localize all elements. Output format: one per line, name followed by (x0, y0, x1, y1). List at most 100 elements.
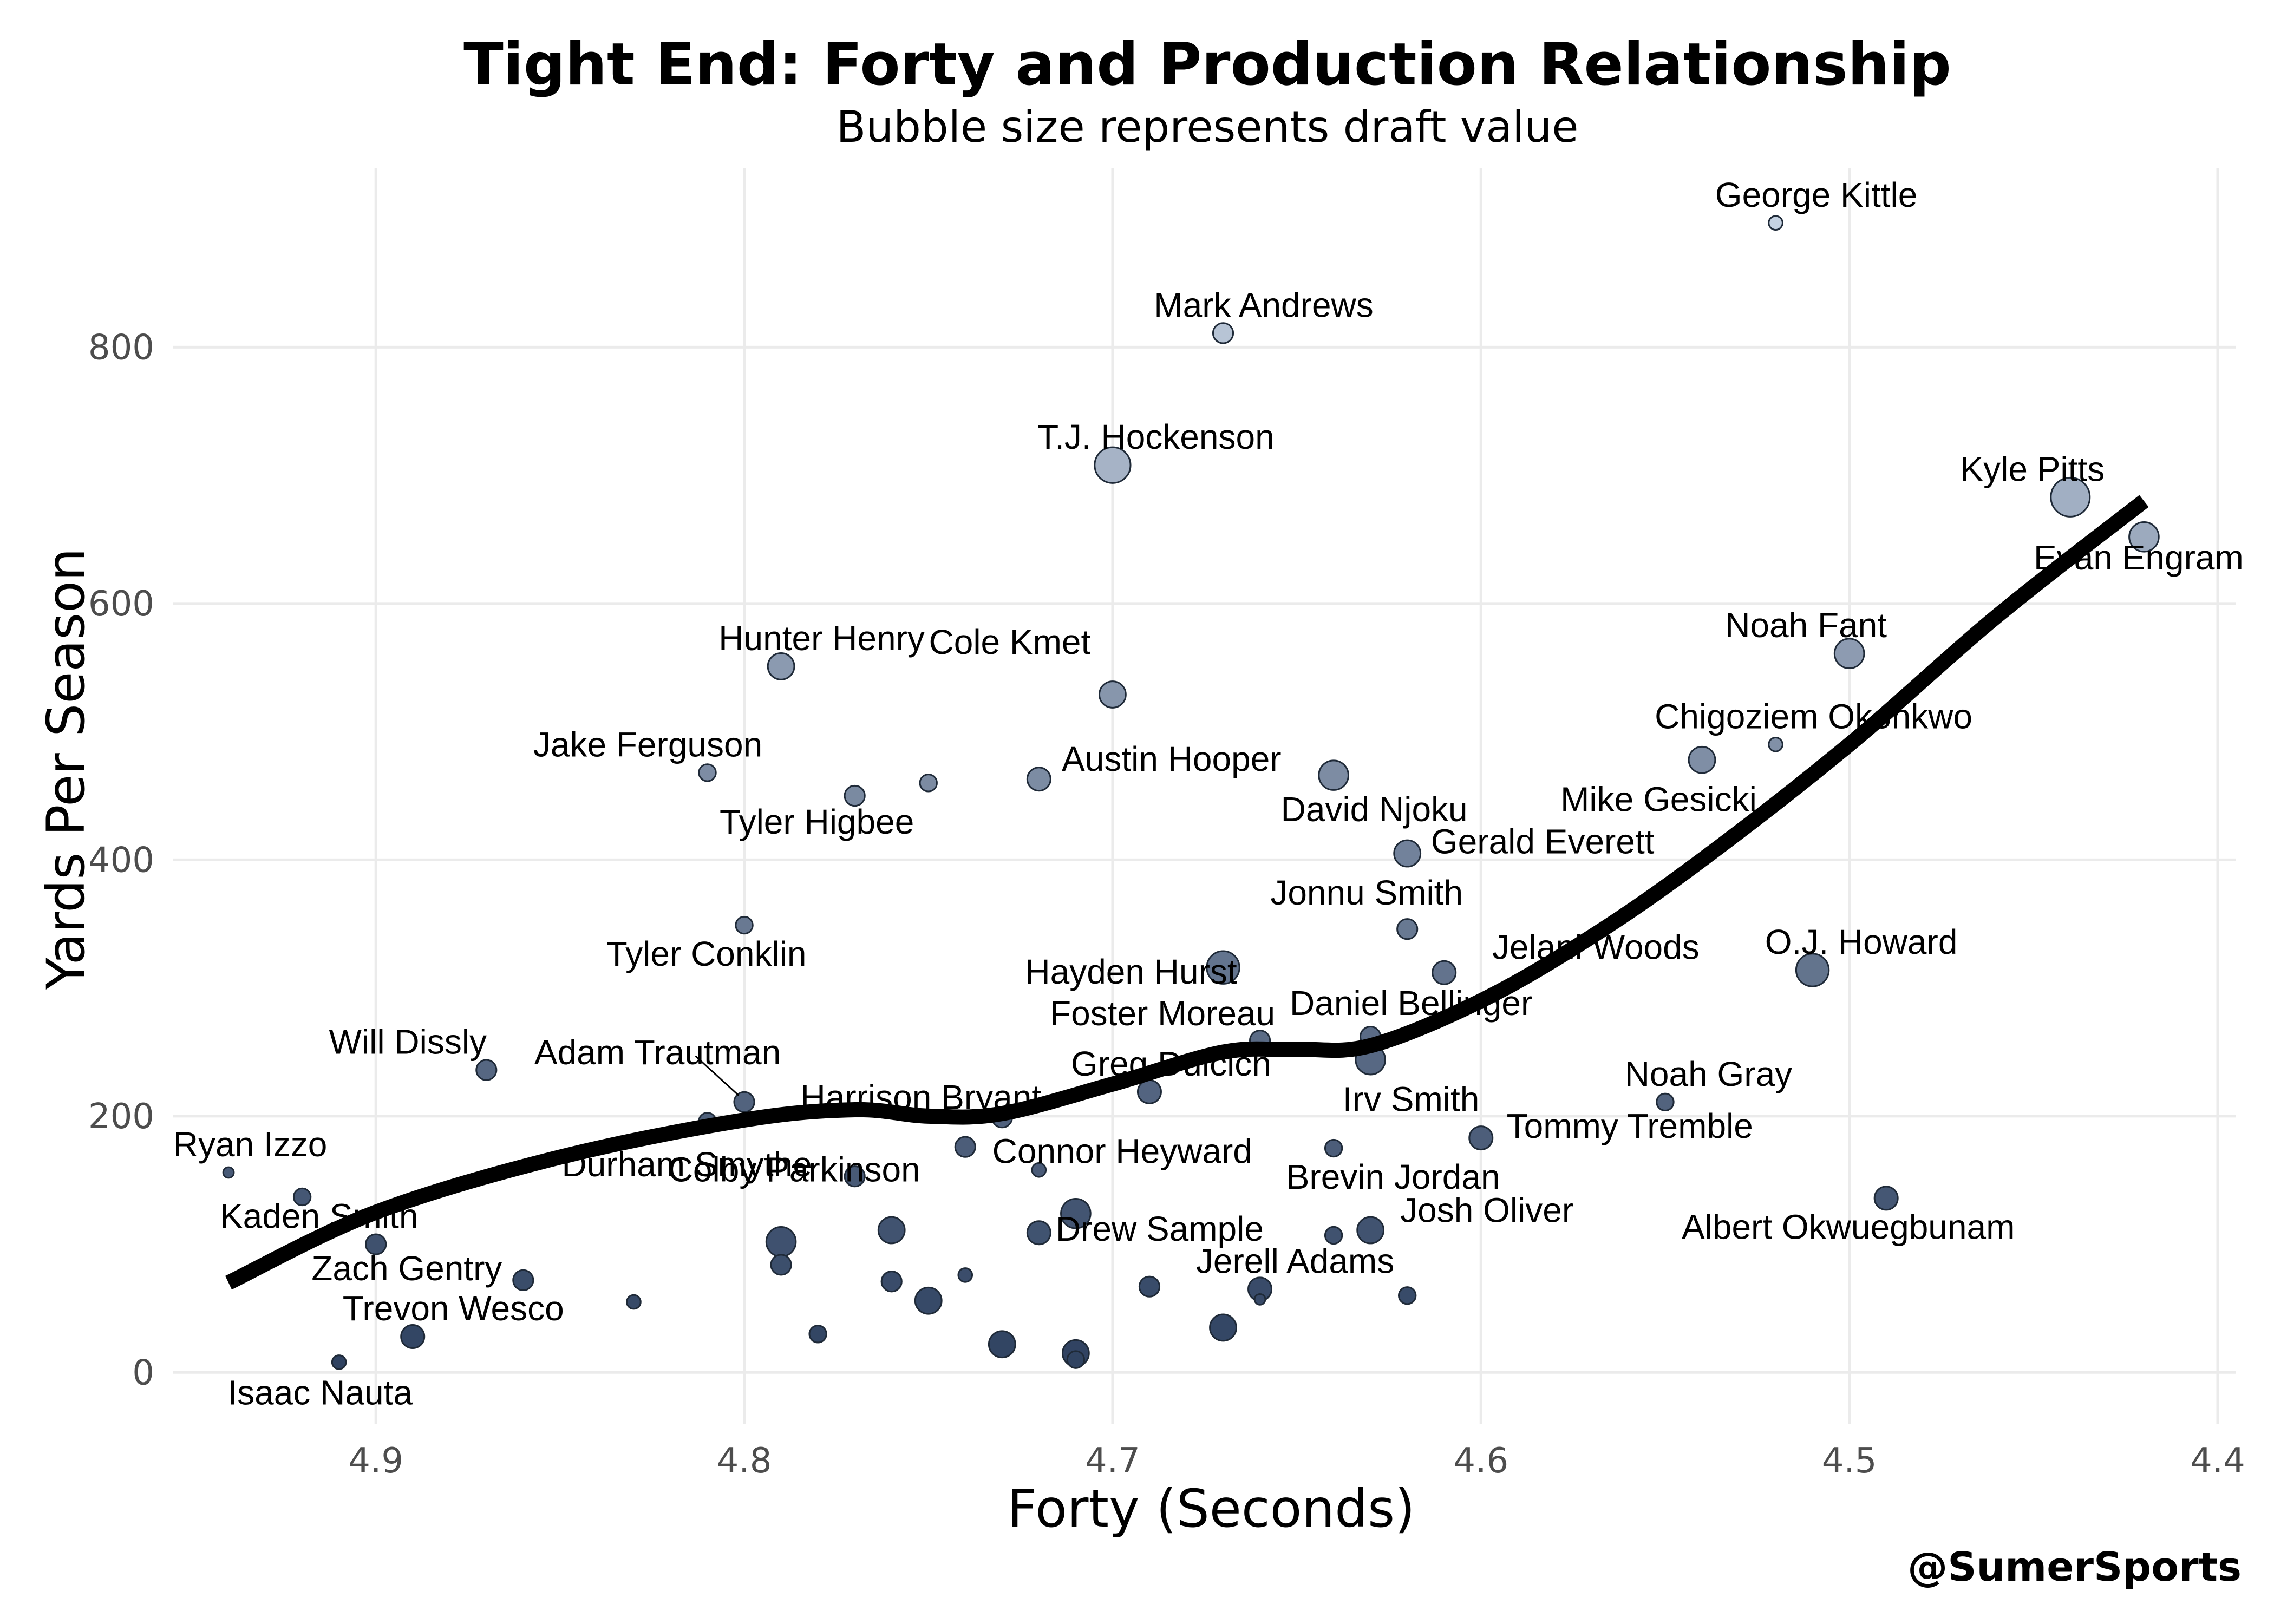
point-label: Tommy Tremble (1507, 1106, 1753, 1145)
bubble (1356, 1216, 1385, 1245)
point-label: Daniel Bellinger (1290, 984, 1532, 1023)
bubble (292, 1187, 312, 1207)
bubble (957, 1267, 973, 1283)
bubble (1060, 1197, 1092, 1229)
point-label: Connor Heyward (992, 1132, 1252, 1171)
point-label: Mark Andrews (1154, 285, 1373, 324)
bubble (1099, 680, 1127, 709)
credit: @SumerSports (1907, 1544, 2242, 1590)
bubble (626, 1294, 642, 1310)
y-tick-label: 800 (88, 328, 154, 368)
point-label: Tyler Higbee (720, 802, 914, 841)
bubble (877, 1216, 906, 1245)
bubble (767, 652, 795, 680)
bubble (365, 1233, 387, 1255)
point-label: Drew Sample (1056, 1209, 1264, 1248)
bubble (1324, 1138, 1343, 1158)
bubble (1688, 745, 1716, 774)
point-label: Gerald Everett (1431, 822, 1655, 861)
bubble (1026, 767, 1051, 792)
point-label: Kaden Smith (220, 1197, 418, 1236)
point-label: Isaac Nauta (227, 1373, 413, 1412)
x-axis-label: Forty (Seconds) (1007, 1478, 1415, 1539)
point-label: Jake Ferguson (533, 725, 762, 764)
point-label: Greg Dulcich (1071, 1044, 1271, 1083)
bubble (2050, 476, 2091, 518)
bubble (919, 774, 938, 793)
bubble (988, 1330, 1016, 1359)
point-label: Austin Hooper (1062, 739, 1282, 778)
point-labels: George Kittle Mark Andrews T.J. Hockenson K… (173, 175, 2244, 1412)
bubble (1468, 1125, 1494, 1151)
point-label: Colby Parkinson (668, 1150, 920, 1189)
chart-title: Tight End: Forty and Production Relation… (463, 31, 1951, 99)
bubble (954, 1136, 976, 1158)
point-label: O.J. Howard (1765, 922, 1958, 961)
point-label: Evan Engram (2034, 538, 2244, 577)
point-label: Hayden Hurst (1025, 952, 1237, 991)
x-tick-label: 4.8 (717, 1441, 772, 1481)
bubble (1136, 1079, 1162, 1104)
point-label: Adam Trautman (534, 1033, 781, 1072)
y-tick-label: 200 (88, 1097, 154, 1137)
bubble (735, 915, 754, 935)
point-label: Ryan Izzo (173, 1125, 328, 1164)
y-axis-label: Yards Per Season (36, 548, 96, 990)
point-label: Cole Kmet (929, 623, 1091, 662)
bubble (844, 1165, 866, 1188)
bubble (1397, 1286, 1417, 1305)
bubble (1768, 215, 1783, 231)
tick-labels: 4.9 4.8 4.7 4.6 4.5 4.4 0 200 400 600 800 (88, 328, 2245, 1481)
point-label: Jerell Adams (1196, 1241, 1394, 1280)
point-label: Durham Smythe (561, 1145, 812, 1184)
bubble (2128, 521, 2160, 553)
point-label: George Kittle (1715, 175, 1918, 214)
bubble (808, 1325, 827, 1344)
bubble (512, 1269, 534, 1291)
x-tick-label: 4.4 (2190, 1441, 2245, 1481)
point-label: Zach Gentry (311, 1249, 502, 1288)
bubble (770, 1254, 792, 1276)
point-label: Albert Okwuegbunam (1682, 1207, 2015, 1246)
bubble (1393, 839, 1422, 868)
bubble (733, 1091, 755, 1113)
y-tick-label: 600 (88, 584, 154, 624)
leader-line (695, 1055, 740, 1096)
bubble (844, 784, 866, 807)
bubble (765, 1226, 797, 1258)
y-tick-label: 400 (88, 840, 154, 880)
point-label: Hunter Henry (718, 619, 925, 658)
x-tick-label: 4.5 (1822, 1441, 1877, 1481)
point-label: Harrison Bryant (801, 1078, 1042, 1117)
bubble (222, 1166, 235, 1179)
bubble (1318, 759, 1349, 791)
point-label: Josh Oliver (1400, 1191, 1573, 1230)
point-label: Jelani Woods (1492, 928, 1700, 967)
bubbles (222, 215, 2160, 1370)
bubble (1432, 960, 1457, 985)
x-tick-label: 4.6 (1453, 1441, 1508, 1481)
point-label: Kyle Pitts (1960, 449, 2105, 488)
bubble (1324, 1226, 1343, 1245)
bubble (331, 1354, 347, 1370)
point-label: Jonnu Smith (1270, 873, 1463, 912)
x-tick-label: 4.7 (1085, 1441, 1140, 1481)
bubble (880, 1271, 903, 1293)
trend-line-layer (225, 495, 2149, 1290)
bubble (1212, 322, 1234, 344)
point-label: Noah Gray (1625, 1055, 1792, 1093)
bubble (1253, 1293, 1266, 1306)
point-label: Mike Gesicki (1560, 780, 1757, 819)
point-label: T.J. Hockenson (1037, 417, 1275, 456)
bubble (1138, 1275, 1161, 1298)
bubble (1833, 638, 1865, 670)
bubble (1094, 446, 1132, 484)
grid (173, 168, 2236, 1424)
bubble (1396, 918, 1419, 940)
point-label: Chigoziem Okonkwo (1655, 697, 1972, 736)
x-tick-label: 4.9 (348, 1441, 403, 1481)
point-label: Noah Fant (1725, 606, 1887, 645)
trend-line (225, 495, 2149, 1290)
bubble (1209, 1313, 1237, 1342)
bubble (475, 1059, 498, 1081)
